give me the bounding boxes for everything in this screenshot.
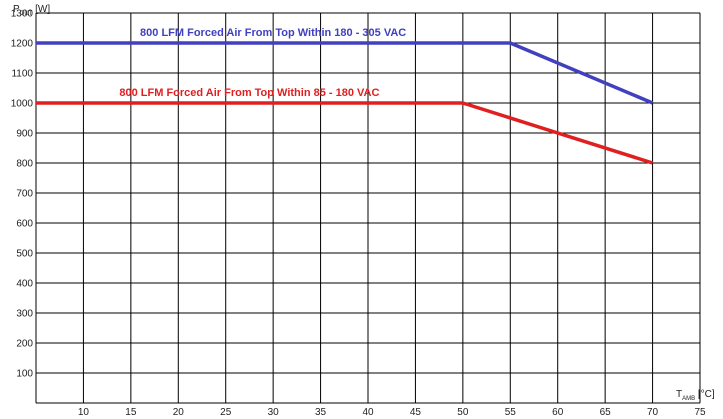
x-tick-label: 70 [647, 407, 659, 418]
x-tick-label: 30 [268, 407, 280, 418]
x-tick-label: 50 [457, 407, 469, 418]
x-tick-label: 60 [552, 407, 564, 418]
x-tick-label: 25 [220, 407, 232, 418]
y-tick-label: 100 [16, 369, 33, 380]
y-tick-label: 600 [16, 219, 33, 230]
x-tick-label: 65 [600, 407, 612, 418]
series-label: 800 LFM Forced Air From Top Within 180 -… [140, 27, 406, 39]
series-label: 800 LFM Forced Air From Top Within 85 - … [119, 87, 379, 99]
y-tick-label: 900 [16, 129, 33, 140]
y-tick-label: 1100 [11, 69, 33, 80]
series-labels: 800 LFM Forced Air From Top Within 180 -… [119, 27, 406, 99]
series-line [36, 41, 654, 105]
x-tick-label: 20 [173, 407, 185, 418]
x-tick-label: 40 [362, 407, 374, 418]
y-tick-label: 300 [16, 309, 33, 320]
y-tick-label: 200 [16, 339, 33, 350]
y-tick-label: 1000 [11, 99, 34, 110]
x-axis-title: TAMB [°C] [676, 389, 715, 402]
y-tick-label: 1200 [11, 39, 34, 50]
y-tick-label: 400 [16, 279, 33, 290]
y-axis-title: POUT [W] [13, 4, 50, 17]
x-tick-label: 55 [505, 407, 517, 418]
x-tick-labels: 10 15 20 25 30 35 40 45 50 55 60 65 70 75 [78, 407, 706, 418]
x-tick-label: 15 [125, 407, 137, 418]
y-tick-label: 700 [16, 189, 33, 200]
y-tick-label: 500 [16, 249, 33, 260]
x-tick-label: 35 [315, 407, 327, 418]
grid-lines [36, 12, 701, 403]
x-tick-label: 10 [78, 407, 90, 418]
axes [35, 13, 700, 404]
y-tick-label: 1300 [11, 9, 34, 20]
x-tick-label: 75 [694, 407, 706, 418]
y-tick-label: 800 [16, 159, 33, 170]
series-line [36, 101, 654, 165]
y-tick-labels: 100 200 300 400 500 600 700 800 900 1000 1100 1200 1… [11, 9, 34, 380]
x-tick-label: 45 [410, 407, 422, 418]
series-lines [36, 41, 654, 165]
